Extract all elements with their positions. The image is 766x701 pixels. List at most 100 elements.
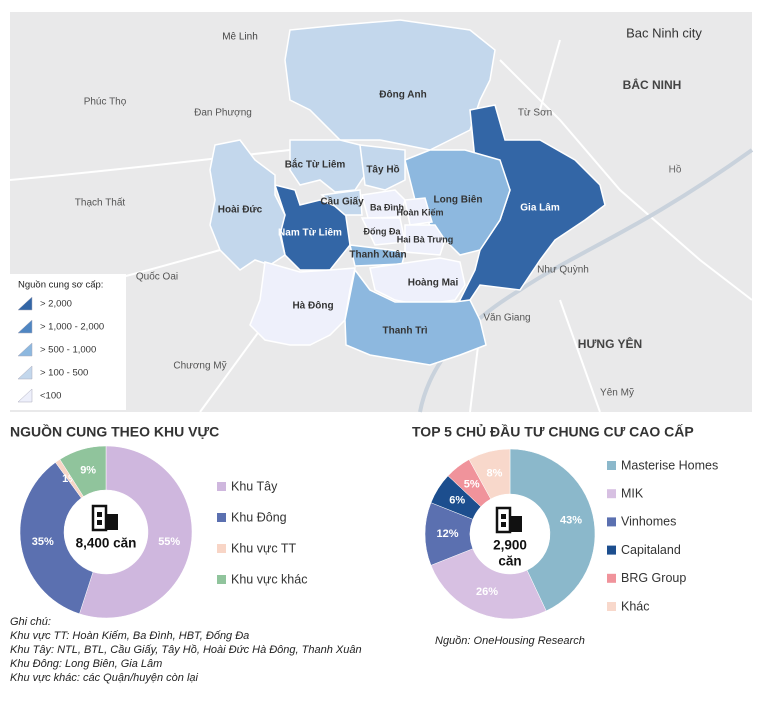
district — [320, 189, 363, 216]
icon-part — [97, 520, 102, 525]
legend-label: Khu vực TT — [231, 541, 296, 555]
district-label: Đông Anh — [379, 90, 426, 101]
legend-label: Khu Đông — [231, 510, 287, 524]
place-label: BẮC NINH — [623, 77, 682, 92]
legend-swatch — [217, 544, 226, 553]
legend-label: Khu Tây — [231, 479, 278, 493]
district-label: Thanh Xuân — [349, 250, 406, 261]
legend-swatch — [607, 517, 616, 527]
place-label: Từ Sơn — [518, 108, 552, 119]
source: Nguồn: OneHousing Research — [435, 635, 585, 647]
place-label: Phúc Thọ — [84, 97, 127, 108]
center-label: căn — [498, 554, 521, 569]
place-label: Quốc Oai — [136, 271, 178, 283]
data-label: 12% — [436, 528, 458, 540]
district — [369, 257, 466, 306]
place-label: Bac Ninh city — [626, 25, 702, 40]
note-line: Khu vực TT: Hoàn Kiếm, Ba Đình, HBT, Đốn… — [10, 630, 249, 642]
legend-swatch — [607, 545, 616, 555]
district — [249, 261, 356, 346]
data-label: 8% — [487, 467, 503, 479]
chart-title: NGUỒN CUNG THEO KHU VỰC — [10, 423, 219, 440]
data-label: 35% — [32, 536, 54, 548]
district — [344, 268, 487, 366]
pie-segment — [19, 462, 94, 615]
legend-title: Nguồn cung sơ cấp: — [18, 280, 103, 291]
pie-segment — [79, 445, 193, 619]
legend-label: <100 — [40, 391, 61, 402]
district — [404, 197, 433, 226]
data-label: 9% — [80, 464, 96, 476]
center-label: 2,900 — [493, 538, 527, 553]
legend-swatch — [17, 296, 33, 311]
pie-segment — [468, 448, 511, 500]
data-label: 26% — [476, 586, 498, 598]
place-label: Yên Mỹ — [600, 388, 634, 399]
district-label: Hà Đông — [292, 301, 333, 312]
legend-label: > 100 - 500 — [40, 368, 88, 379]
legend-swatch — [607, 602, 616, 611]
note-line: Khu vực khác: các Quận/huyện còn lại — [10, 672, 199, 684]
place-label: Chương Mỹ — [173, 361, 226, 372]
district — [349, 244, 406, 267]
legend-label: MIK — [621, 486, 644, 500]
place-label: Đan Phượng — [194, 108, 252, 119]
place-label: Mê Linh — [222, 32, 258, 43]
data-label: 5% — [464, 479, 480, 491]
note-line: Khu Tây: NTL, BTL, Cầu Giấy, Tây Hồ, Hoà… — [10, 644, 362, 656]
district-label: Hoàng Mai — [408, 278, 459, 289]
icon-part — [501, 514, 506, 519]
district — [404, 224, 446, 256]
district — [209, 139, 286, 271]
district-label: Bắc Từ Liêm — [285, 158, 346, 171]
place-label: Thạch Thất — [75, 197, 126, 209]
legend-swatch — [17, 365, 33, 380]
district-label: Cầu Giấy — [320, 196, 364, 208]
district — [284, 19, 496, 151]
legend-swatch — [17, 388, 33, 403]
district — [359, 144, 406, 191]
district — [361, 189, 406, 219]
district-label: Long Biên — [434, 195, 483, 206]
icon-part — [106, 514, 118, 530]
data-label: 43% — [560, 514, 582, 526]
legend-label: > 500 - 1,000 — [40, 345, 96, 356]
district-label: Ba Đình — [370, 202, 404, 212]
building-icon — [495, 506, 522, 534]
legend-box — [10, 274, 126, 410]
district — [289, 139, 366, 193]
legend-label: Vinhomes — [621, 515, 676, 529]
chart-title: TOP 5 CHỦ ĐẦU TƯ CHUNG CƯ CAO CẤP — [412, 423, 694, 440]
district-label: Nam Từ Liêm — [278, 228, 342, 239]
legend-label: > 2,000 — [40, 299, 72, 310]
note-line: Khu Đông: Long Biên, Gia Lâm — [10, 658, 162, 670]
icon-part — [495, 506, 512, 534]
legend-label: > 1,000 - 2,000 — [40, 322, 104, 333]
legend-swatch — [217, 575, 226, 584]
icon-part — [510, 516, 522, 532]
legend-label: Khu vực khác — [231, 572, 307, 586]
district-label: Tây Hồ — [366, 164, 399, 176]
district-label: Gia Lâm — [520, 203, 560, 214]
legend-swatch — [217, 482, 226, 491]
data-label: 55% — [158, 536, 180, 548]
legend-swatch — [17, 319, 33, 334]
pie-segment — [509, 448, 596, 612]
place-label: Hồ — [669, 164, 682, 176]
place-label: Văn Giang — [483, 313, 530, 324]
district-label: Hai Bà Trưng — [397, 234, 454, 244]
pie-segment — [59, 445, 107, 497]
data-label: 6% — [449, 494, 465, 506]
district-label: Hoàn Kiếm — [396, 207, 443, 217]
place-label: Như Quỳnh — [537, 265, 589, 276]
legend-label: BRG Group — [621, 571, 686, 585]
legend-label: Capitaland — [621, 543, 681, 557]
district-label: Đống Đa — [364, 226, 402, 236]
legend-swatch — [17, 342, 33, 357]
place-label: HƯNG YÊN — [578, 336, 642, 351]
legend-swatch — [607, 461, 616, 470]
icon-part — [501, 522, 506, 527]
icon-part — [97, 512, 102, 517]
notes-title: Ghi chú: — [10, 616, 51, 628]
